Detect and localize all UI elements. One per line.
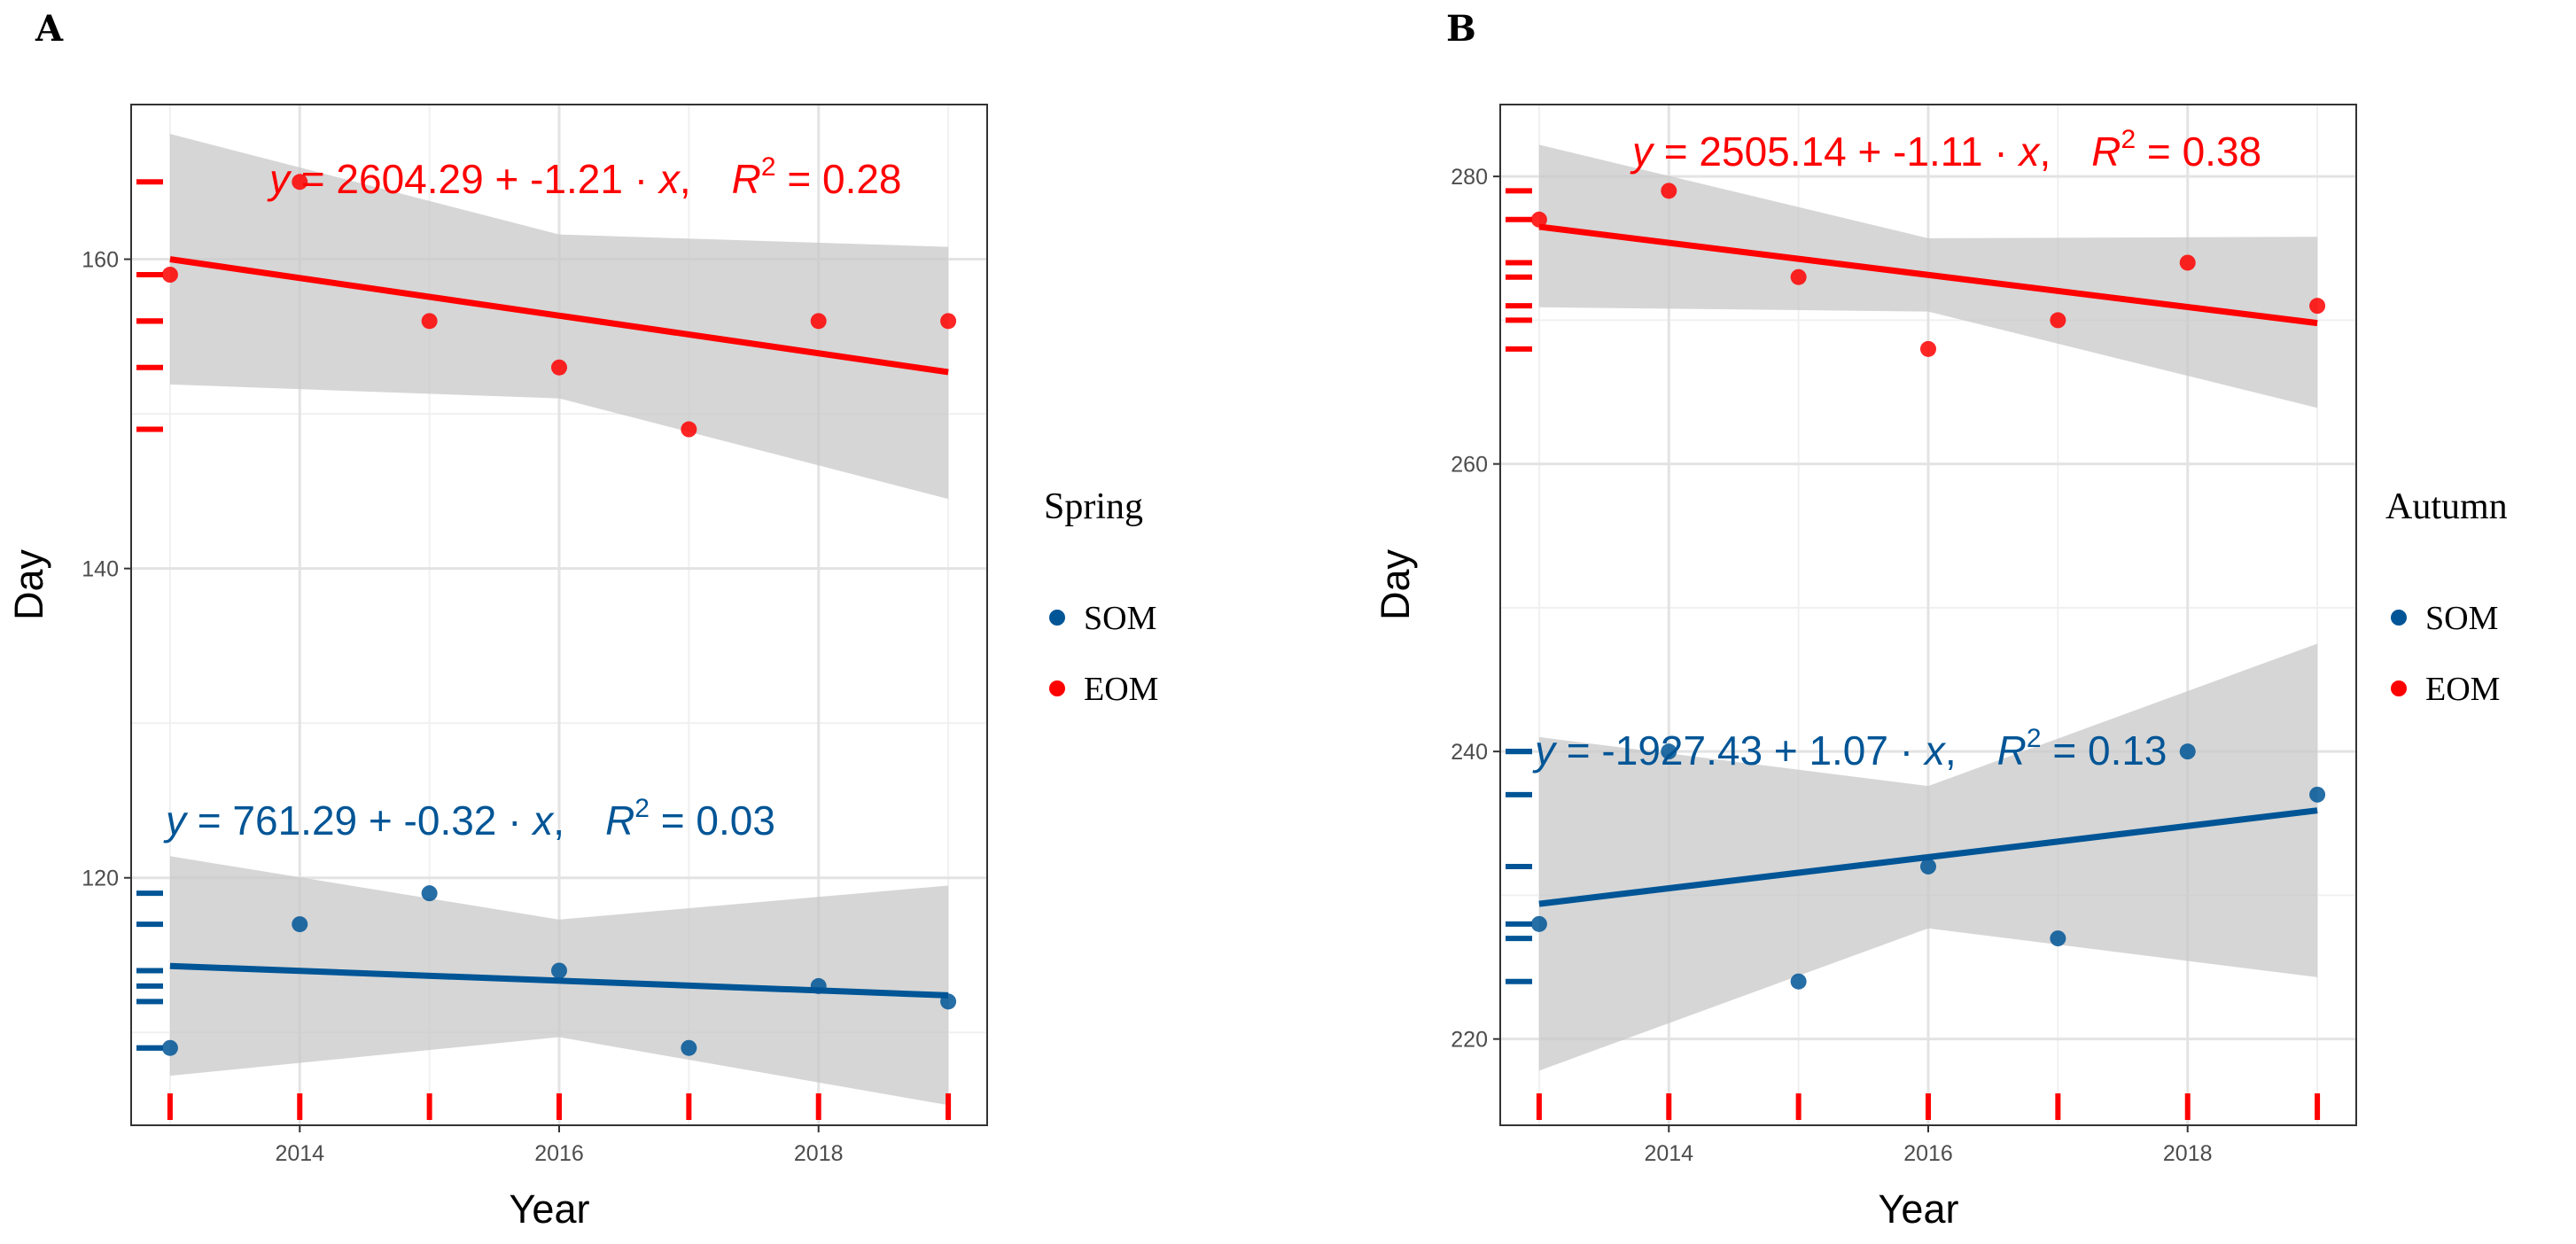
equation-part: y	[163, 797, 189, 844]
equation-part: = 0.38	[2136, 128, 2261, 175]
legend-title-spring: Spring	[1044, 486, 1143, 527]
point-som	[1920, 858, 1936, 875]
equation-part: 2	[761, 152, 776, 182]
point-eom	[551, 359, 567, 376]
x-axis-title-a: Year	[510, 1186, 590, 1232]
equation-part: x	[531, 797, 555, 844]
panel-letter-a: A	[35, 8, 64, 50]
point-eom	[681, 421, 697, 438]
equation-part: x	[1923, 727, 1947, 774]
point-som	[681, 1039, 697, 1056]
legend-key-som-b	[2391, 610, 2407, 626]
equation-part: R	[605, 797, 634, 844]
equation-part: = 2505.14 + -1.11 ·	[1653, 128, 2019, 175]
equation-part: ,	[680, 156, 732, 202]
equation-part: y	[1630, 128, 1655, 175]
equation-part: 2	[634, 794, 650, 823]
legend-key-eom-b	[2391, 680, 2407, 696]
equation-part: x	[658, 156, 681, 202]
point-eom	[940, 313, 957, 330]
point-som	[161, 1039, 178, 1056]
panel-letter-b: B	[1446, 8, 1476, 50]
equation-part: R	[2091, 128, 2121, 175]
equation-som-b: y = -1927.43 + 1.07 · x, R2 = 0.13	[1532, 724, 2167, 774]
point-eom	[1530, 211, 1547, 228]
y-tick-label: 260	[1451, 453, 1488, 478]
equation-eom-b: y = 2505.14 + -1.11 · x, R2 = 0.38	[1630, 125, 2261, 175]
equation-part: R	[1997, 727, 2027, 774]
equation-part: = -1927.43 + 1.07 ·	[1555, 727, 1925, 774]
regression-line-som	[1538, 807, 2318, 907]
point-som	[1790, 973, 1807, 990]
x-tick-label: 2016	[1903, 1141, 1953, 1166]
point-som	[2179, 743, 2196, 760]
equation-part: = 761.29 + -0.32 ·	[186, 797, 533, 844]
point-som	[421, 885, 438, 902]
equation-eom-a: y = 2604.29 + -1.21 · x, R2 = 0.28	[267, 152, 902, 202]
legend-key-som-a	[1049, 610, 1065, 626]
point-eom	[1790, 268, 1807, 285]
point-eom	[1661, 183, 1677, 199]
equation-part: ,	[553, 797, 605, 844]
point-som	[551, 962, 567, 979]
point-som	[940, 993, 957, 1010]
equation-part: = 0.03	[650, 797, 775, 844]
point-som	[292, 916, 308, 933]
point-eom	[1920, 340, 1936, 357]
point-eom	[810, 313, 827, 330]
y-tick-label: 220	[1451, 1028, 1488, 1053]
panel-a: A Year Day Spring SOM EOM 2014 2016 2018 12…	[6, 8, 1158, 1232]
y-tick-label: 140	[82, 557, 119, 582]
x-tick-label: 2014	[275, 1141, 324, 1166]
y-tick-label: 120	[82, 867, 119, 891]
equation-part: = 0.13	[2042, 727, 2167, 774]
equation-part: = 2604.29 + -1.21 ·	[290, 156, 659, 202]
x-tick-label: 2018	[2163, 1141, 2213, 1166]
point-som	[2050, 930, 2066, 947]
equation-part: y	[1532, 727, 1558, 774]
x-tick-label: 2014	[1644, 1141, 1693, 1166]
point-eom	[2179, 254, 2196, 271]
equation-part: ,	[2039, 128, 2091, 175]
equation-part: x	[2017, 128, 2041, 175]
equation-part: y	[267, 156, 292, 202]
legend-label-eom-a: EOM	[1084, 671, 1158, 708]
plot-area-b: 2014 2016 2018 220 240 260 280	[1451, 104, 2357, 1166]
equation-som-a: y = 761.29 + -0.32 · x, R2 = 0.03	[163, 794, 775, 844]
panel-b: B Year Day Autumn SOM EOM 2014 2016 201822…	[1373, 8, 2508, 1232]
x-tick-label: 2016	[534, 1141, 584, 1166]
point-eom	[292, 174, 308, 190]
regression-line-eom	[169, 256, 949, 376]
equation-part: = 0.28	[776, 156, 902, 202]
point-som	[810, 977, 827, 994]
equation-part: 2	[2121, 125, 2136, 154]
x-tick-label: 2018	[794, 1141, 844, 1166]
legend-label-eom-b: EOM	[2425, 671, 2500, 708]
point-eom	[161, 267, 178, 283]
point-eom	[421, 313, 438, 330]
x-axis-title-b: Year	[1879, 1186, 1959, 1232]
y-axis-title-a: Day	[6, 548, 51, 620]
point-som	[1530, 915, 1547, 932]
equation-part: 2	[2027, 724, 2042, 753]
legend-label-som-b: SOM	[2425, 600, 2498, 637]
regression-line-eom	[1538, 223, 2318, 327]
y-tick-label: 240	[1451, 740, 1488, 765]
equation-part: ,	[1945, 727, 1997, 774]
legend-label-som-a: SOM	[1084, 600, 1156, 637]
y-axis-title-b: Day	[1373, 548, 1418, 620]
equation-part: R	[732, 156, 761, 202]
point-eom	[2050, 312, 2066, 329]
point-som	[1661, 743, 1677, 760]
legend-key-eom-a	[1049, 680, 1065, 696]
y-tick-label: 280	[1451, 165, 1488, 190]
point-som	[2309, 786, 2326, 803]
plot-area-a: 2014 2016 2018 120 140 160	[82, 104, 988, 1166]
y-tick-label: 160	[82, 248, 119, 273]
point-eom	[2309, 298, 2326, 315]
legend-title-autumn: Autumn	[2385, 486, 2508, 527]
